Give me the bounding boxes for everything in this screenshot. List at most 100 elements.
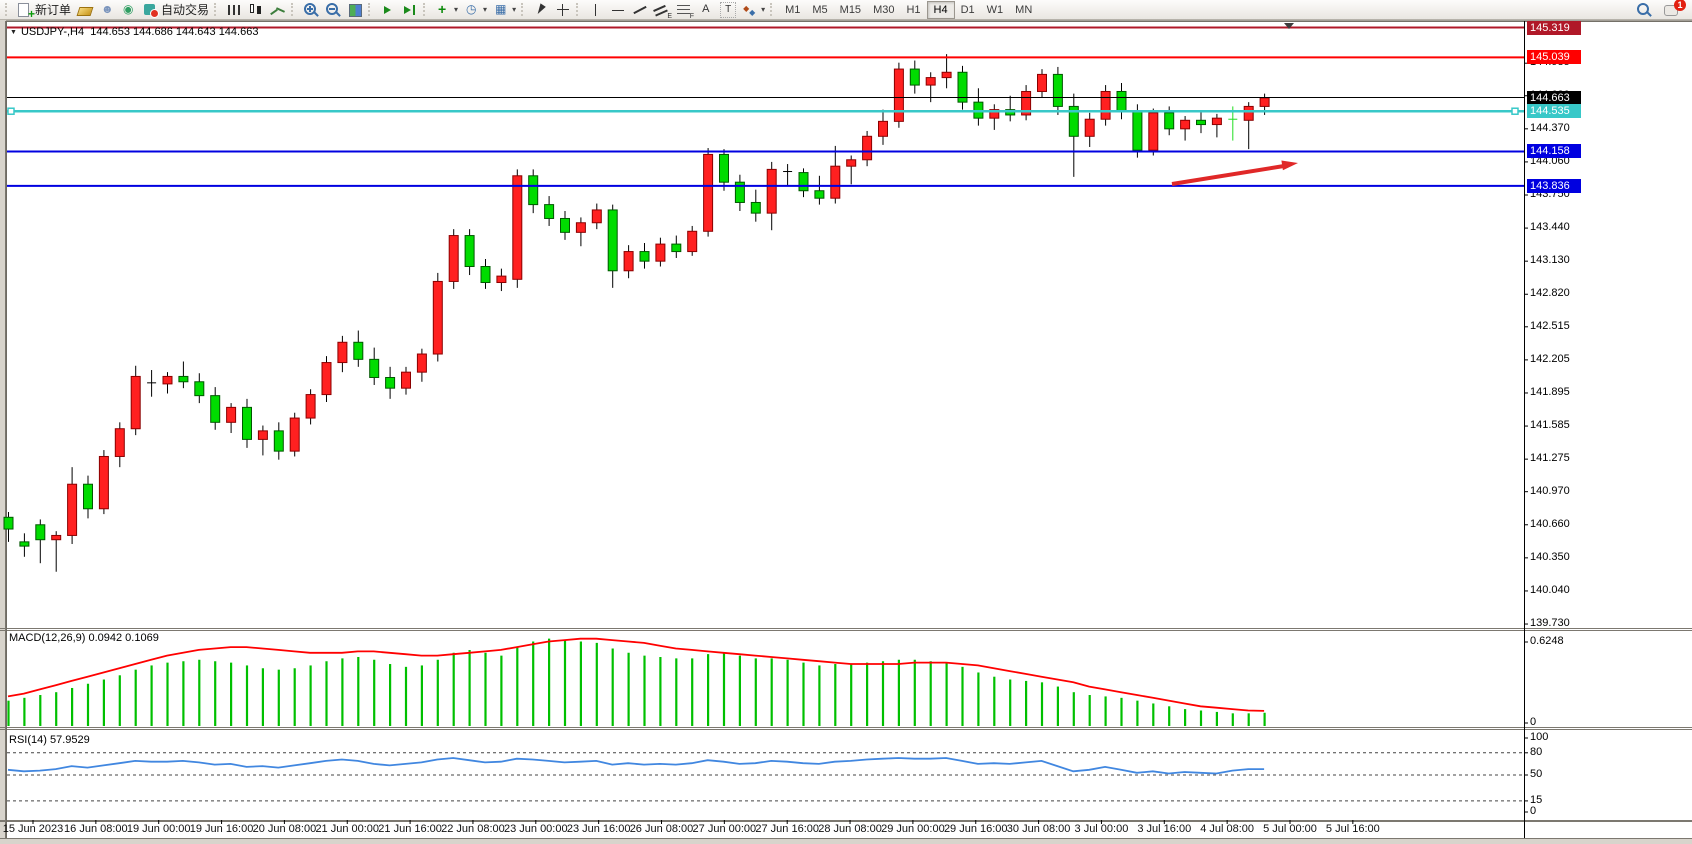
candle xyxy=(337,341,348,364)
toolbar-autotrade-button[interactable]: 自动交易 xyxy=(140,1,212,19)
fibo-icon xyxy=(676,2,694,20)
candle xyxy=(83,483,93,510)
time-label: 4 Jul 08:00 xyxy=(1200,823,1255,835)
candle xyxy=(448,235,459,282)
chart-symbol-period: USDJPY-,H4 xyxy=(20,26,85,38)
timeframe-M5-button[interactable]: M5 xyxy=(812,3,828,16)
timeframe-MN-button[interactable]: MN xyxy=(1015,3,1033,16)
toolbar-cursor-button[interactable] xyxy=(530,1,552,19)
rsi-line xyxy=(7,757,1265,775)
candle xyxy=(1180,119,1191,130)
text-icon xyxy=(698,2,714,18)
toolbar-trendline-button[interactable] xyxy=(629,1,651,19)
time-label: 29 Jun 16:00 xyxy=(943,823,1008,835)
candle xyxy=(130,375,141,430)
toolbar-new-order-button[interactable]: 新订单 xyxy=(14,1,74,19)
toolbar-group-grip xyxy=(576,3,581,16)
line-icon xyxy=(270,2,286,18)
time-label: 29 Jun 00:00 xyxy=(881,823,945,835)
time-label: 5 Jul 00:00 xyxy=(1263,823,1317,835)
candle xyxy=(178,375,189,383)
toolbar-crosshair-button[interactable] xyxy=(552,1,574,19)
candle xyxy=(1084,118,1095,137)
candle xyxy=(846,159,857,167)
toolbar-indicators-button[interactable]: ▾ xyxy=(432,1,461,19)
candle xyxy=(321,362,332,396)
toolbar: 新订单 自动交易 ▾ ▾ ▾ ▾ M1 M5 M15 M30 H1 H4 D1 W1 MN 1 xyxy=(0,0,1692,20)
toolbar-zoom-out-button[interactable] xyxy=(322,1,344,19)
toolbar-label-button[interactable] xyxy=(717,1,739,19)
candle xyxy=(1100,90,1111,120)
candle xyxy=(98,455,109,510)
symbol-dropdown-icon[interactable]: ▼ xyxy=(10,29,17,36)
price-tick-label: 139.730 xyxy=(1530,617,1570,630)
zoom-out-icon xyxy=(325,2,341,18)
time-label: 30 Jun 08:00 xyxy=(1006,823,1071,835)
candle xyxy=(1052,73,1063,107)
timeframe-D1-button[interactable]: D1 xyxy=(960,3,975,16)
time-label: 5 Jul 16:00 xyxy=(1325,823,1380,835)
toolbar-periods-button[interactable]: ▾ xyxy=(461,1,490,19)
chevron-down-icon: ▾ xyxy=(761,5,766,14)
timeframe-W1-button[interactable]: W1 xyxy=(986,3,1004,16)
candle xyxy=(623,251,634,272)
candle xyxy=(1116,90,1127,112)
toolbar-line-button[interactable] xyxy=(267,1,289,19)
toolbar-autoscroll-button[interactable] xyxy=(377,1,399,19)
toolbar-channel-button[interactable] xyxy=(651,1,673,20)
toolbar-vline-button[interactable] xyxy=(585,1,607,19)
candle xyxy=(925,77,936,86)
candle xyxy=(114,428,125,457)
macd-current-values: 0.0942 0.1069 xyxy=(88,632,159,644)
toolbar-group-grip xyxy=(368,3,373,16)
toolbar-candles-button[interactable] xyxy=(245,1,267,19)
time-label: 28 Jun 08:00 xyxy=(818,823,882,835)
toolbar-bars-button[interactable] xyxy=(223,1,245,19)
candle xyxy=(607,209,618,272)
arrow-head xyxy=(1281,160,1298,171)
toolbar-templates-button[interactable]: ▾ xyxy=(490,1,519,19)
gold-icon xyxy=(77,2,93,18)
toolbar-text-button[interactable] xyxy=(695,1,717,19)
price-tick-label: 142.515 xyxy=(1530,319,1570,332)
candle xyxy=(1243,105,1254,121)
toolbar-fibo-button[interactable] xyxy=(673,1,695,20)
candle xyxy=(432,280,443,355)
candle xyxy=(1148,112,1159,151)
time-label: 16 Jun 08:00 xyxy=(64,823,128,835)
toolbar-signal-button[interactable] xyxy=(118,1,140,19)
toolbar-zoom-in-button[interactable] xyxy=(300,1,322,19)
search-button[interactable] xyxy=(1633,1,1655,19)
time-label: 19 Jun 00:00 xyxy=(126,823,191,835)
chart-window[interactable] xyxy=(5,21,1692,839)
toolbar-chartshift-button[interactable] xyxy=(399,1,421,19)
candle xyxy=(480,266,491,284)
toolbar-profile-button[interactable] xyxy=(96,1,118,19)
toolbar-group-grip xyxy=(5,3,10,16)
toolbar-gold-button[interactable] xyxy=(74,1,96,19)
candle xyxy=(305,394,316,419)
candle xyxy=(289,417,300,452)
toolbar-hline-button[interactable] xyxy=(607,1,629,19)
candle xyxy=(464,235,475,268)
price-tick-label: 141.275 xyxy=(1530,452,1570,465)
rsi-axis-label: 50 xyxy=(1530,768,1543,780)
timeframe-H4-button[interactable]: H4 xyxy=(926,0,955,19)
candle xyxy=(1037,73,1047,92)
toolbar-tiles-button[interactable] xyxy=(344,1,366,19)
timeframe-M1-button[interactable]: M1 xyxy=(785,3,801,16)
time-label: 15 Jun 2023 xyxy=(2,823,64,835)
chart-shift-marker[interactable] xyxy=(1284,23,1294,29)
toolbar-shapes-button[interactable]: ▾ xyxy=(739,1,768,19)
candle xyxy=(893,68,904,122)
price-tick-label: 141.585 xyxy=(1530,419,1570,432)
notifications-button[interactable]: 1 xyxy=(1661,0,1686,19)
timeframe-M30-button[interactable]: M30 xyxy=(873,3,895,16)
candle xyxy=(591,209,602,224)
arrow-annotation[interactable] xyxy=(1171,164,1285,186)
timeframe-M15-button[interactable]: M15 xyxy=(839,3,862,16)
autotrade-label: 自动交易 xyxy=(161,3,210,17)
timeframe-H1-button[interactable]: H1 xyxy=(906,3,921,16)
time-label: 23 Jun 16:00 xyxy=(566,823,631,835)
